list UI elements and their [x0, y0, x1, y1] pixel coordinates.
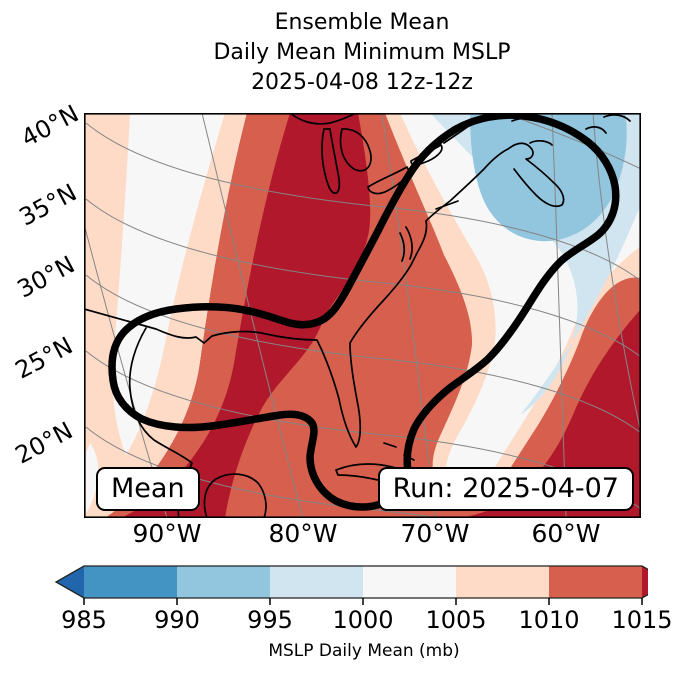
colorbar-svg: [54, 565, 672, 605]
lat-label-25n: 25°N: [10, 331, 78, 385]
coast-long-island: [435, 200, 459, 210]
colorbar-axis-label: MSLP Daily Mean (mb): [268, 641, 460, 661]
colorbar-over-arrow: [642, 566, 670, 598]
cbar-tick-985: 985: [61, 606, 107, 634]
lon-label-60w: 60°W: [531, 519, 601, 548]
lake-superior: [289, 113, 357, 125]
colorbar-seg-1010-1015: [549, 566, 642, 598]
pressure-band-nw-white: [112, 113, 225, 455]
colorbar-under-arrow: [56, 566, 84, 598]
lat-label-35n: 35°N: [14, 178, 82, 232]
coast-chesapeake-bay: [399, 226, 413, 262]
title-line-1: Ensemble Mean: [274, 10, 450, 35]
map-frame: [84, 113, 641, 518]
lon-label-80w: 80°W: [268, 519, 338, 548]
run-date-badge: Run: 2025-04-07: [377, 467, 634, 511]
coast-yucatan: [203, 473, 267, 518]
colorbar-seg-1005-1010: [456, 566, 549, 598]
graticule-lat-35n: [85, 198, 641, 358]
lon-label-90w: 90°W: [132, 519, 202, 548]
title-line-2: Daily Mean Minimum MSLP: [213, 40, 511, 65]
colorbar-seg-990-995: [177, 566, 270, 598]
title-line-3: 2025-04-08 12z-12z: [251, 70, 473, 95]
cbar-tick-1010: 1010: [518, 606, 580, 634]
lake-huron: [339, 128, 372, 172]
pressure-band-sw-white-sliver: [86, 443, 99, 513]
cbar-tick-1000: 1000: [332, 606, 394, 634]
colorbar-seg-985-990: [84, 566, 177, 598]
figure-title: Ensemble Mean Daily Mean Minimum MSLP 20…: [37, 8, 687, 98]
pressure-band-se-darkred: [462, 309, 641, 518]
mslp-bold-contour: [108, 113, 620, 511]
map-panel: [84, 113, 641, 518]
mslp-map: [84, 113, 641, 518]
lat-label-40n: 40°N: [16, 99, 84, 153]
colorbar-seg-1000-1005: [363, 566, 456, 598]
colorbar-ticks: [83, 598, 643, 605]
pressure-band-nw-medred: [105, 113, 290, 518]
lon-label-70w: 70°W: [400, 519, 470, 548]
graticule-lon-50w: [592, 113, 641, 434]
cbar-tick-990: 990: [154, 606, 200, 634]
graticule-lon-80w: [201, 113, 304, 518]
colorbar-seg-995-1000: [270, 566, 363, 598]
colorbar: [40, 560, 672, 608]
coast-maine-nova-scotia: [507, 142, 565, 208]
lake-michigan: [321, 128, 341, 195]
graticule-lat-20n: [85, 426, 444, 518]
cbar-tick-1015: 1015: [611, 606, 673, 634]
lat-label-20n: 20°N: [10, 416, 78, 470]
mean-badge: Mean: [96, 467, 200, 511]
cbar-tick-995: 995: [247, 606, 293, 634]
coast-newfoundland: [585, 114, 631, 134]
cbar-tick-1005: 1005: [425, 606, 487, 634]
lat-label-30n: 30°N: [12, 250, 80, 304]
coast-prince-edward-island: [529, 139, 553, 146]
